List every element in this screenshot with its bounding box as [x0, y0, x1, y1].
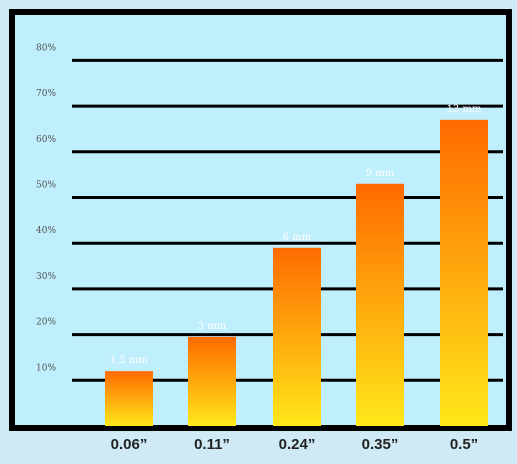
x-category-label: 0.5”: [450, 436, 478, 453]
x-category-label: 0.11”: [194, 436, 230, 453]
bar: [440, 119, 488, 426]
bar-data-label: 13 mm: [447, 104, 482, 115]
x-category-label: 0.06”: [111, 436, 148, 453]
bar-data-label: 1,5 mm: [110, 355, 149, 366]
x-category-label: 0.24”: [279, 436, 316, 453]
x-category-label: 0.35”: [362, 436, 399, 453]
y-tick-label: 10%: [36, 363, 56, 373]
y-tick-label: 70%: [36, 89, 56, 99]
y-tick-label: 40%: [36, 226, 56, 236]
bar-data-label: 6 mm: [283, 232, 312, 243]
y-tick-label: 50%: [36, 181, 56, 191]
y-axis-tick-labels: 10% 20% 30% 40% 50% 60% 70% 80%: [36, 43, 56, 373]
y-tick-label: 60%: [36, 135, 56, 145]
bar-data-labels: 1,5 mm 3 mm 6 mm 9 mm 13 mm: [110, 104, 482, 366]
bar-data-label: 9 mm: [366, 168, 395, 179]
x-axis-category-labels: 0.06” 0.11” 0.24” 0.35” 0.5”: [111, 436, 479, 453]
bar: [188, 336, 236, 426]
bar: [273, 247, 321, 426]
y-tick-label: 30%: [36, 272, 56, 282]
bar-data-label: 3 mm: [198, 321, 227, 332]
plot-frame: [9, 9, 512, 431]
y-tick-label: 80%: [36, 43, 56, 53]
y-tick-label: 20%: [36, 318, 56, 328]
bar: [356, 183, 404, 426]
bar: [105, 371, 153, 426]
bars: [105, 119, 488, 426]
